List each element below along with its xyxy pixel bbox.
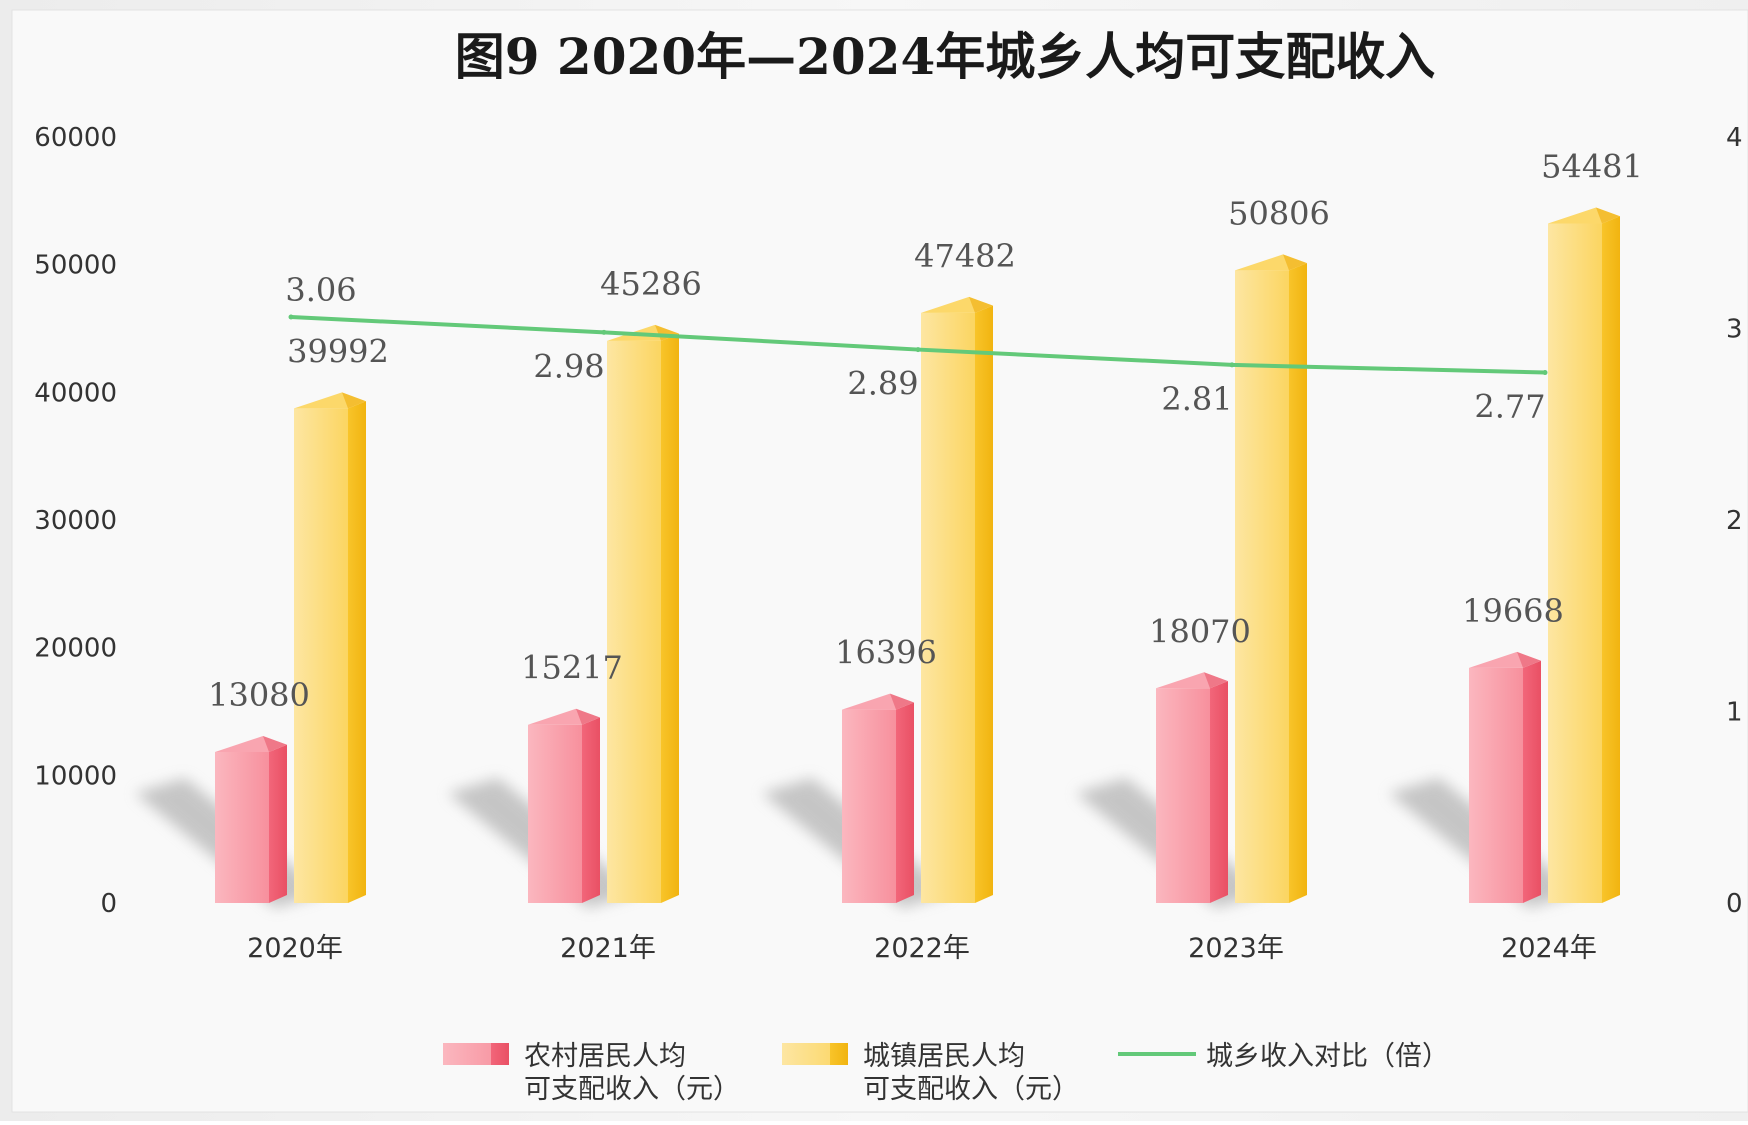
x-category-label: 2020年 [247, 933, 343, 964]
legend-label: 城镇居民人均 [863, 1041, 1025, 1072]
urban-bar [1235, 254, 1307, 904]
legend-swatch-side [830, 1043, 848, 1065]
left-tick-label: 30000 [34, 506, 117, 536]
left-tick-label: 20000 [34, 634, 117, 664]
left-tick-label: 60000 [34, 123, 117, 153]
bars-layer [215, 207, 1620, 904]
legend-label: 可支配收入（元） [524, 1074, 740, 1105]
right-tick-label: 4 [1726, 123, 1743, 153]
ratio-point [915, 347, 921, 353]
ratio-value-label: 2.89 [847, 365, 918, 403]
left-tick-label: 40000 [34, 378, 117, 408]
right-tick-label: 3 [1726, 315, 1743, 345]
ratio-line-layer [288, 314, 1548, 376]
x-category-label: 2021年 [560, 933, 656, 964]
left-tick-label: 50000 [34, 251, 117, 281]
urban-value-label: 39992 [287, 332, 389, 370]
urban-bar [921, 296, 993, 904]
left-tick-label: 10000 [34, 761, 117, 791]
ratio-point [288, 314, 294, 320]
x-category-label: 2022年 [874, 933, 970, 964]
x-category-label: 2024年 [1501, 933, 1597, 964]
rural-value-label: 13080 [208, 676, 310, 714]
ratio-value-label: 3.06 [285, 271, 356, 309]
x-category-label: 2023年 [1188, 933, 1284, 964]
rural-value-label: 15217 [521, 649, 623, 687]
rural-value-label: 16396 [835, 634, 937, 672]
left-y-axis: 0 10000 20000 30000 40000 50000 60000 [34, 123, 117, 919]
legend-label: 农村居民人均 [524, 1041, 686, 1072]
legend-swatch-side [491, 1043, 509, 1065]
right-y-axis: 0 1 2 3 4 [1726, 123, 1743, 919]
right-tick-label: 2 [1726, 506, 1743, 536]
ratio-point [1229, 362, 1235, 368]
legend-label: 可支配收入（元） [863, 1074, 1079, 1105]
ratio-value-label: 2.81 [1161, 380, 1232, 418]
urban-bar [1548, 207, 1620, 904]
x-axis: 2020年 2021年 2022年 2023年 2024年 [247, 933, 1597, 964]
urban-value-label: 54481 [1541, 147, 1643, 185]
rural-bar [842, 693, 914, 903]
rural-value-label: 18070 [1149, 612, 1251, 650]
right-tick-label: 0 [1726, 889, 1743, 919]
ratio-value-label: 2.77 [1474, 388, 1545, 426]
data-labels-layer: 13080 39992 3.06 15217 45286 2.98 16396 47482 2.… [208, 147, 1643, 714]
ratio-point [601, 329, 607, 335]
urban-bar [607, 324, 679, 903]
urban-value-label: 45286 [600, 265, 702, 303]
chart-title: 图9 2020年—2024年城乡人均可支配收入 [455, 27, 1436, 86]
rural-bar [528, 708, 600, 903]
urban-bar [294, 392, 366, 903]
urban-value-label: 47482 [914, 237, 1016, 275]
rural-bar [1156, 672, 1228, 903]
rural-bar [1469, 651, 1541, 903]
right-tick-label: 1 [1726, 698, 1743, 728]
urban-value-label: 50806 [1228, 194, 1330, 232]
rural-bar [215, 736, 287, 903]
rural-value-label: 19668 [1462, 592, 1564, 630]
legend-label: 城乡收入对比（倍） [1206, 1041, 1449, 1072]
left-tick-label: 0 [100, 889, 117, 919]
ratio-value-label: 2.98 [533, 347, 604, 385]
ratio-point [1542, 370, 1548, 376]
